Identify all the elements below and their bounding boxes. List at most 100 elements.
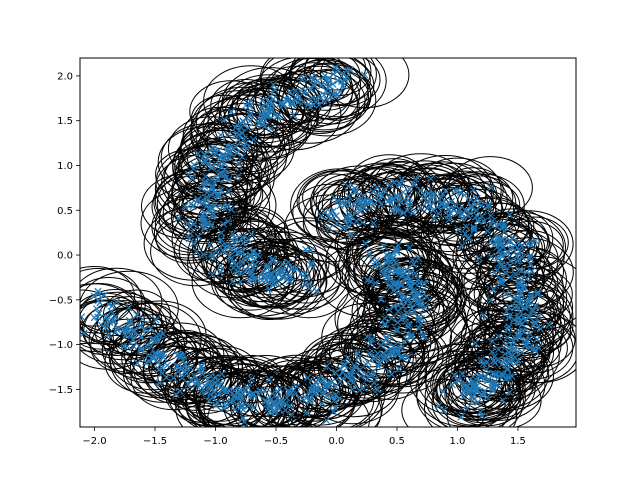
scatter-point: [125, 316, 134, 325]
overlay-circle: [190, 90, 292, 165]
scatter-point: [201, 381, 209, 390]
scatter-point: [280, 274, 288, 282]
scatter-point: [247, 97, 255, 105]
scatter-point: [184, 219, 192, 227]
scatter-point: [249, 248, 258, 256]
scatter-point: [233, 149, 241, 157]
scatter-point: [217, 131, 225, 139]
scatter-point: [509, 234, 517, 242]
overlay-circle: [330, 175, 404, 230]
scatter-point: [111, 316, 119, 325]
scatter-point: [302, 409, 311, 417]
scatter-point: [100, 291, 108, 299]
scatter-point: [270, 401, 278, 410]
scatter-point: [534, 312, 542, 321]
scatter-point: [515, 238, 523, 246]
scatter-point: [450, 371, 459, 380]
scatter-point: [208, 270, 216, 279]
overlay-circle: [432, 353, 518, 417]
scatter-point: [155, 379, 164, 387]
scatter-point: [460, 380, 468, 389]
scatter-point: [96, 299, 104, 307]
scatter-point: [381, 321, 389, 329]
scatter-point: [240, 135, 248, 143]
scatter-point: [311, 385, 320, 393]
scatter-point: [209, 393, 217, 401]
overlay-circle: [80, 266, 135, 327]
scatter-point: [404, 280, 413, 288]
scatter-point: [248, 375, 256, 383]
scatter-point: [352, 217, 361, 226]
scatter-point: [383, 347, 391, 355]
scatter-point: [515, 266, 523, 274]
scatter-point: [267, 125, 275, 133]
scatter-point: [194, 232, 202, 241]
scatter-point: [484, 203, 493, 211]
scatter-point: [530, 344, 538, 352]
scatter-point: [159, 330, 167, 338]
scatter-point: [221, 387, 229, 395]
scatter-point: [458, 370, 466, 378]
scatter-point: [488, 337, 497, 346]
scatter-point: [392, 345, 400, 353]
scatter-point: [173, 362, 181, 370]
scatter-point: [353, 196, 362, 204]
scatter-point: [414, 313, 423, 322]
overlay-circle: [425, 346, 524, 420]
scatter-point: [239, 239, 247, 247]
scatter-point: [306, 103, 314, 111]
scatter-point: [460, 386, 469, 394]
scatter-point: [234, 159, 243, 168]
scatter-point: [483, 393, 491, 401]
overlay-circle: [365, 257, 439, 312]
scatter-point: [503, 366, 512, 374]
scatter-point: [129, 335, 137, 343]
scatter-point: [157, 350, 165, 359]
overlay-circle: [415, 176, 495, 235]
scatter-point: [394, 241, 402, 250]
scatter-point: [260, 387, 269, 395]
scatter-point: [489, 381, 497, 389]
scatter-point: [392, 268, 400, 276]
scatter-point: [292, 86, 300, 95]
scatter-point: [393, 204, 402, 213]
scatter-point: [388, 195, 397, 203]
scatter-point: [242, 267, 250, 275]
scatter-point: [269, 81, 278, 89]
scatter-point: [326, 224, 334, 233]
scatter-point: [534, 288, 542, 296]
scatter-point: [530, 321, 538, 329]
overlay-circle: [420, 201, 518, 274]
scatter-point: [336, 365, 345, 373]
scatter-point: [470, 224, 478, 233]
scatter-point: [397, 341, 405, 349]
scatter-point: [487, 212, 495, 220]
scatter-point: [385, 181, 393, 189]
scatter-point: [352, 187, 360, 196]
scatter-point: [404, 295, 412, 303]
scatter-point: [334, 76, 342, 85]
scatter-point: [207, 145, 216, 153]
scatter-point: [137, 346, 145, 354]
x-axis: −2.0 −1.5 −1.0 −0.5 0.0 0.5 1.0 1.5: [82, 427, 526, 447]
scatter-point: [150, 335, 158, 343]
scatter-point: [330, 193, 338, 202]
scatter-point: [350, 361, 359, 369]
scatter-point: [334, 67, 342, 75]
scatter-point: [120, 342, 128, 350]
scatter-point: [231, 405, 239, 414]
scatter-point: [388, 314, 396, 322]
scatter-point: [343, 72, 351, 81]
scatter-point: [462, 223, 470, 231]
scatter-point: [80, 329, 88, 337]
scatter-point: [323, 392, 331, 400]
scatter-point: [194, 149, 202, 158]
scatter-point: [194, 195, 202, 203]
scatter-point: [368, 335, 376, 343]
scatter-point: [403, 308, 411, 317]
scatter-point: [257, 116, 266, 125]
scatter-point: [371, 262, 379, 270]
scatter-point: [155, 365, 163, 374]
scatter-point: [411, 269, 419, 277]
